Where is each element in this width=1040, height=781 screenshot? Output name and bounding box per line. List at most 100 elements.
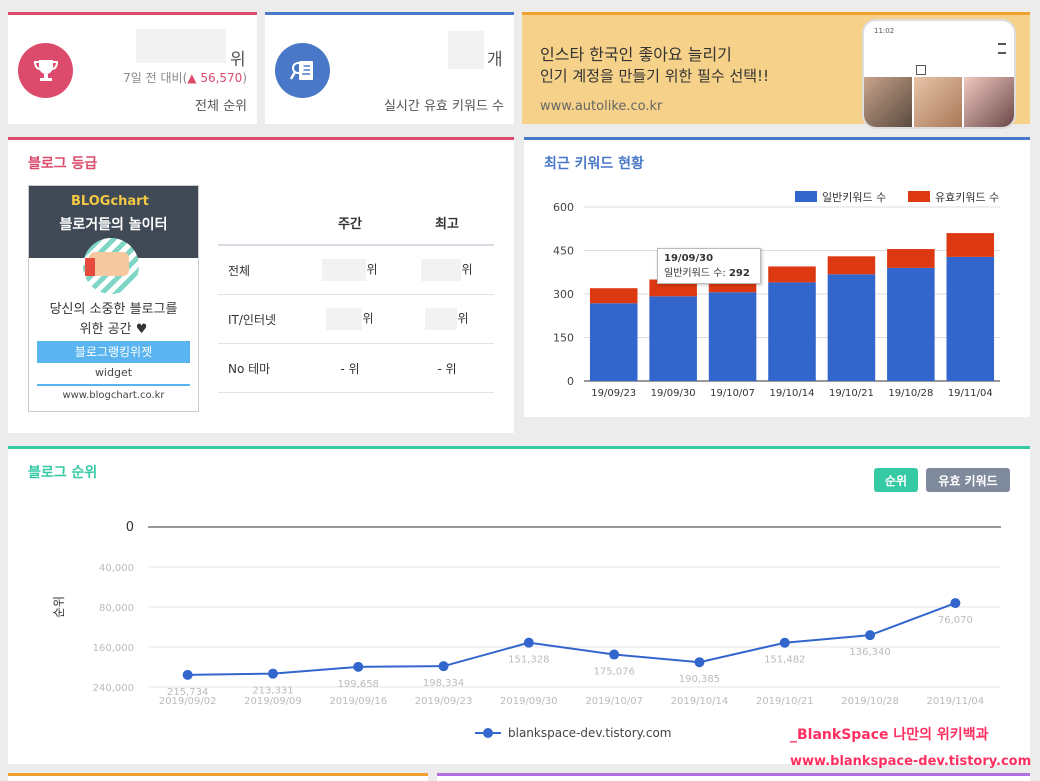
rank-label: 전체 순위 bbox=[195, 99, 247, 114]
masked-value bbox=[326, 308, 363, 330]
legend-label: 유효키워드 수 bbox=[935, 191, 999, 204]
keyword-chart-title: 최근 키워드 현황 bbox=[544, 156, 644, 172]
bar-general bbox=[827, 274, 876, 381]
row-label: IT/인터넷 bbox=[218, 294, 300, 344]
bar-valid bbox=[946, 233, 995, 257]
rank-tab-button[interactable]: 순위 bbox=[874, 468, 918, 492]
x-tick-label: 2019/10/07 bbox=[585, 696, 643, 707]
masked-value bbox=[425, 308, 458, 330]
rank-change: 7일 전 대비(▲ 56,570) bbox=[123, 71, 247, 85]
rank-value-masked bbox=[136, 29, 226, 63]
legend-swatch bbox=[795, 191, 817, 202]
ad-url: www.autolike.co.kr bbox=[540, 99, 663, 114]
x-tick-label: 2019/10/28 bbox=[841, 696, 899, 707]
data-label: 151,328 bbox=[508, 655, 549, 666]
y-tick-label: 0 bbox=[126, 520, 134, 535]
x-tick-label: 19/10/07 bbox=[710, 388, 755, 399]
banner-title: 블로거들의 놀이터 bbox=[59, 217, 168, 233]
phone-photo-2 bbox=[914, 77, 962, 127]
keyword-chart-card: 최근 키워드 현황 0 150 300 450 600 19/09/23 19/09/30 1… bbox=[524, 137, 1030, 417]
y-tick-label: 80,000 bbox=[99, 603, 134, 614]
y-tick-label: 40,000 bbox=[99, 563, 134, 574]
ad-line1: 인스타 한국인 좋아요 늘리기 bbox=[540, 45, 732, 64]
bottom-card-purple bbox=[437, 773, 1030, 781]
masked-value bbox=[322, 259, 367, 281]
x-tick-label: 19/09/30 bbox=[651, 388, 696, 399]
tooltip-value: 292 bbox=[728, 268, 750, 279]
watermark-line2: www.blankspace-dev.tistory.com bbox=[790, 754, 1032, 769]
blog-grade-title: 블로그 등급 bbox=[28, 156, 98, 172]
banner-widget-label: widget bbox=[37, 366, 190, 386]
y-tick-label: 600 bbox=[553, 201, 574, 214]
data-point bbox=[182, 669, 193, 680]
trophy-icon bbox=[18, 43, 73, 98]
data-point bbox=[779, 637, 790, 648]
legend-swatch bbox=[908, 191, 930, 202]
keyword-tab-button[interactable]: 유효 키워드 bbox=[926, 468, 1010, 492]
thumbs-up-icon bbox=[83, 238, 139, 294]
up-arrow-icon: ▲ bbox=[187, 71, 197, 85]
bar-general bbox=[946, 256, 995, 381]
bar-valid bbox=[887, 249, 935, 268]
data-point bbox=[865, 630, 876, 641]
bar-general bbox=[887, 267, 935, 381]
bar-valid bbox=[768, 266, 816, 283]
bar-general bbox=[649, 296, 697, 381]
x-tick-label: 2019/10/14 bbox=[671, 696, 729, 707]
legend-label: blankspace-dev.tistory.com bbox=[508, 726, 671, 740]
x-tick-label: 2019/09/30 bbox=[500, 696, 558, 707]
bar-valid bbox=[708, 280, 757, 293]
x-tick-label: 19/10/14 bbox=[770, 388, 815, 399]
blog-rank-line-chart: 0 40,000 80,000 160,000 240,000 순위 215,734 213,… bbox=[52, 520, 1001, 740]
banner-ranking-widget-button[interactable]: 블로그랭킹위젯 bbox=[37, 341, 190, 363]
ad-banner[interactable]: 인스타 한국인 좋아요 늘리기 인기 계정을 만들기 위한 필수 선택!! ww… bbox=[522, 12, 1030, 129]
table-row: No 테마 - 위 - 위 bbox=[218, 343, 494, 393]
tooltip-label: 일반키워드 수: bbox=[664, 268, 726, 279]
keyword-value-masked bbox=[448, 31, 484, 69]
data-point bbox=[950, 598, 961, 609]
keyword-bar-chart: 0 150 300 450 600 19/09/23 19/09/30 19/10/07 19/… bbox=[553, 190, 1000, 399]
data-point bbox=[694, 657, 705, 668]
blogchart-banner[interactable]: BLOGchart 블로거들의 놀이터 당신의 소중한 블로그를 위한 공간 ♥… bbox=[28, 185, 199, 412]
col-weekly: 주간 bbox=[300, 200, 400, 246]
y-tick-label: 450 bbox=[553, 245, 574, 258]
y-tick-label: 240,000 bbox=[93, 683, 134, 694]
rank-unit: 위 bbox=[230, 50, 246, 70]
data-label: 198,334 bbox=[423, 678, 464, 689]
y-tick-label: 150 bbox=[553, 332, 574, 345]
phone-photo-1 bbox=[864, 77, 912, 127]
table-row: 전체 위 위 bbox=[218, 245, 494, 295]
data-label: 151,482 bbox=[764, 655, 805, 666]
rank-card: 위 7일 전 대비(▲ 56,570) 전체 순위 bbox=[8, 12, 257, 124]
x-tick-label: 19/10/21 bbox=[829, 388, 874, 399]
y-tick-label: 300 bbox=[553, 288, 574, 301]
data-label: 175,076 bbox=[593, 667, 634, 678]
bar-valid bbox=[589, 288, 638, 304]
ad-line2: 인기 계정을 만들기 위한 필수 선택!! bbox=[540, 67, 770, 85]
series-line bbox=[187, 602, 956, 676]
legend-marker bbox=[483, 728, 493, 738]
phone-mockup: 11:02 bbox=[862, 19, 1016, 129]
y-axis-label: 순위 bbox=[52, 596, 66, 618]
row-label: No 테마 bbox=[218, 343, 300, 393]
banner-text2: 위한 공간 ♥ bbox=[79, 322, 148, 337]
data-label: 136,340 bbox=[849, 647, 890, 658]
masked-value bbox=[421, 259, 462, 281]
bar-valid bbox=[827, 256, 876, 275]
watermark-line1: _BlankSpace 나만의 위키백과 bbox=[790, 727, 989, 743]
data-label: 76,070 bbox=[938, 615, 973, 626]
chart-tooltip: 19/09/30 일반키워드 수: 292 bbox=[657, 248, 761, 284]
data-point bbox=[353, 661, 364, 672]
data-point bbox=[438, 661, 449, 672]
data-label: 213,331 bbox=[252, 686, 293, 697]
x-tick-label: 19/09/23 bbox=[591, 388, 636, 399]
x-tick-label: 2019/09/09 bbox=[244, 696, 302, 707]
data-label: 190,385 bbox=[679, 674, 720, 685]
x-tick-label: 2019/09/02 bbox=[159, 696, 217, 707]
keyword-count-label: 실시간 유효 키워드 수 bbox=[383, 99, 504, 114]
col-best: 최고 bbox=[400, 200, 494, 246]
bar-general bbox=[589, 303, 638, 381]
data-label: 215,734 bbox=[167, 687, 208, 698]
grade-table: 주간 최고 전체 위 위 IT/인터넷 위 위 No 테마 - 위 - 위 bbox=[218, 200, 494, 393]
table-row: IT/인터넷 위 위 bbox=[218, 294, 494, 344]
